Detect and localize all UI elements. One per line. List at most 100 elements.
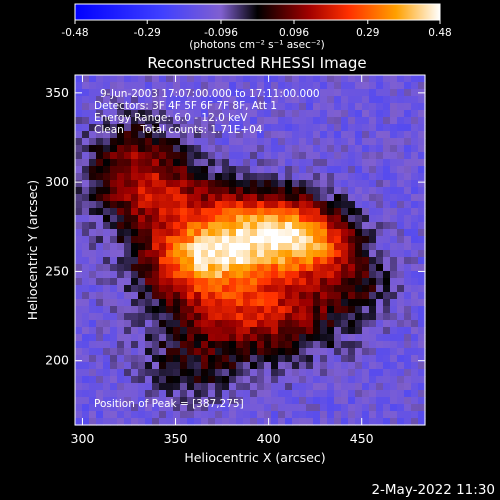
heatmap-cell — [110, 334, 118, 342]
heatmap-cell — [96, 82, 104, 90]
heatmap-cell — [369, 411, 377, 419]
heatmap-cell — [376, 110, 384, 118]
heatmap-cell — [418, 159, 426, 167]
heatmap-cell — [187, 180, 195, 188]
heatmap-cell — [271, 306, 279, 314]
heatmap-cell — [201, 404, 209, 412]
heatmap-cell — [411, 159, 419, 167]
heatmap-cell — [418, 110, 426, 118]
heatmap-cell — [383, 194, 391, 202]
heatmap-cell — [362, 362, 370, 370]
heatmap-cell — [180, 285, 188, 293]
heatmap-cell — [362, 257, 370, 265]
heatmap-cell — [159, 362, 167, 370]
heatmap-cell — [306, 250, 314, 258]
heatmap-cell — [292, 222, 300, 230]
heatmap-cell — [75, 271, 83, 279]
heatmap-cell — [306, 369, 314, 377]
heatmap-cell — [278, 327, 286, 335]
heatmap-cell — [82, 306, 90, 314]
heatmap-cell — [369, 236, 377, 244]
heatmap-cell — [208, 334, 216, 342]
heatmap-cell — [229, 152, 237, 160]
heatmap-cell — [82, 124, 90, 132]
heatmap-cell — [215, 285, 223, 293]
heatmap-cell — [96, 341, 104, 349]
heatmap-cell — [285, 292, 293, 300]
heatmap-cell — [82, 110, 90, 118]
heatmap-cell — [306, 334, 314, 342]
heatmap-cell — [362, 131, 370, 139]
heatmap-cell — [285, 257, 293, 265]
heatmap-cell — [355, 152, 363, 160]
heatmap-cell — [152, 124, 160, 132]
heatmap-cell — [131, 187, 139, 195]
heatmap-cell — [334, 278, 342, 286]
heatmap-cell — [327, 404, 335, 412]
heatmap-cell — [208, 292, 216, 300]
heatmap-cell — [369, 138, 377, 146]
heatmap-cell — [138, 362, 146, 370]
heatmap-cell — [292, 306, 300, 314]
heatmap-cell — [166, 306, 174, 314]
heatmap-cell — [376, 82, 384, 90]
heatmap-cell — [180, 390, 188, 398]
heatmap-cell — [404, 159, 412, 167]
heatmap-cell — [376, 362, 384, 370]
heatmap-cell — [110, 257, 118, 265]
heatmap-cell — [215, 348, 223, 356]
heatmap-cell — [418, 243, 426, 251]
heatmap-cell — [208, 82, 216, 90]
heatmap-cell — [348, 229, 356, 237]
heatmap-cell — [404, 215, 412, 223]
heatmap-cell — [418, 306, 426, 314]
heatmap-cell — [152, 173, 160, 181]
heatmap-cell — [243, 397, 251, 405]
heatmap-cell — [201, 250, 209, 258]
heatmap-cell — [201, 306, 209, 314]
heatmap-cell — [215, 138, 223, 146]
heatmap-cell — [299, 390, 307, 398]
heatmap-cell — [369, 334, 377, 342]
heatmap-cell — [313, 397, 321, 405]
heatmap-cell — [152, 180, 160, 188]
heatmap-cell — [327, 138, 335, 146]
heatmap-cell — [362, 145, 370, 153]
heatmap-cell — [166, 159, 174, 167]
heatmap-cell — [355, 208, 363, 216]
y-tick-label: 350 — [45, 85, 69, 100]
heatmap-cell — [222, 145, 230, 153]
heatmap-cell — [96, 278, 104, 286]
heatmap-cell — [166, 201, 174, 209]
heatmap-cell — [306, 222, 314, 230]
heatmap-cell — [320, 180, 328, 188]
heatmap-cell — [390, 166, 398, 174]
heatmap-cell — [355, 180, 363, 188]
heatmap-cell — [320, 320, 328, 328]
heatmap-cell — [187, 208, 195, 216]
heatmap-cell — [131, 75, 139, 83]
heatmap-cell — [250, 152, 258, 160]
heatmap-cell — [299, 208, 307, 216]
heatmap-cell — [236, 397, 244, 405]
heatmap-cell — [327, 334, 335, 342]
heatmap-cell — [411, 215, 419, 223]
heatmap-cell — [229, 362, 237, 370]
heatmap-cell — [278, 250, 286, 258]
heatmap-cell — [257, 362, 265, 370]
heatmap-cell — [334, 369, 342, 377]
heatmap-cell — [306, 180, 314, 188]
heatmap-cell — [341, 285, 349, 293]
heatmap-cell — [124, 159, 132, 167]
heatmap-cell — [264, 124, 272, 132]
heatmap-cell — [110, 411, 118, 419]
heatmap-cell — [159, 278, 167, 286]
heatmap-cell — [341, 411, 349, 419]
heatmap-cell — [103, 341, 111, 349]
heatmap-cell — [404, 201, 412, 209]
heatmap-cell — [257, 411, 265, 419]
heatmap-cell — [278, 306, 286, 314]
heatmap-cell — [173, 313, 181, 321]
heatmap-cell — [159, 320, 167, 328]
heatmap-cell — [397, 250, 405, 258]
